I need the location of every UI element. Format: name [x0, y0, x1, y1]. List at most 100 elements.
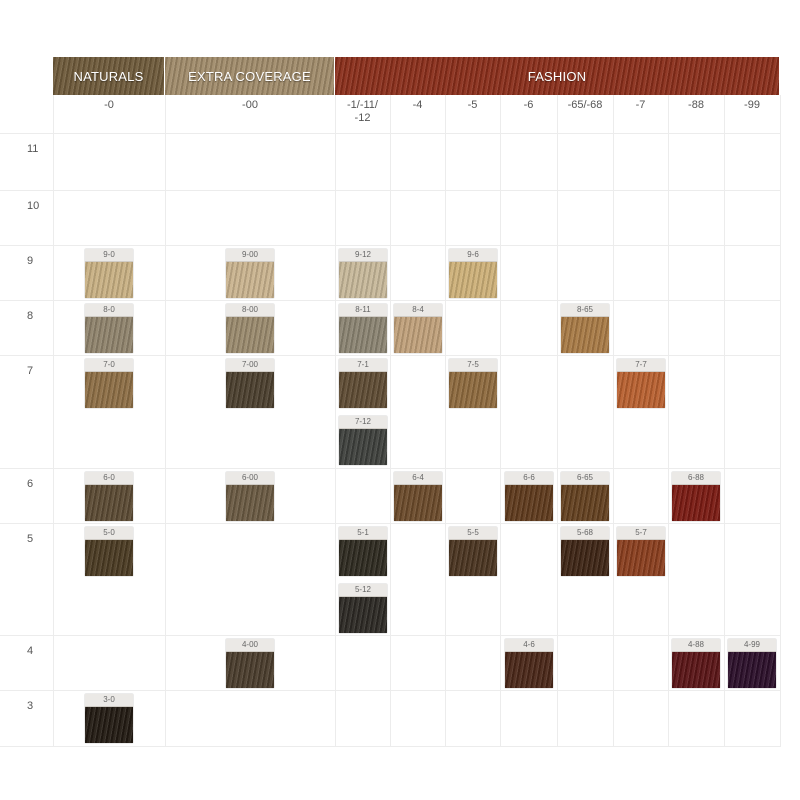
hair-sample: [561, 540, 609, 576]
color-swatch[interactable]: 9-12: [339, 249, 387, 298]
swatch-label: 7-1: [339, 359, 387, 372]
swatch-label: 6-0: [85, 472, 133, 485]
color-swatch[interactable]: 6-6: [505, 472, 553, 521]
color-swatch[interactable]: 6-0: [85, 472, 133, 521]
hair-sample: [85, 485, 133, 521]
grid-line: [0, 690, 780, 691]
column-header: -65/-68: [567, 99, 603, 111]
hair-sample: [226, 372, 274, 408]
color-swatch[interactable]: 4-88: [672, 639, 720, 688]
swatch-label: 6-4: [394, 472, 442, 485]
swatch-label: 4-99: [728, 639, 776, 652]
column-header: -00: [242, 99, 258, 111]
color-swatch[interactable]: 5-12: [339, 584, 387, 633]
color-swatch[interactable]: 4-00: [226, 639, 274, 688]
color-swatch[interactable]: 3-0: [85, 694, 133, 743]
color-swatch[interactable]: 6-00: [226, 472, 274, 521]
hair-sample: [85, 262, 133, 298]
color-swatch[interactable]: 8-65: [561, 304, 609, 353]
color-swatch[interactable]: 8-11: [339, 304, 387, 353]
column-header: -99: [744, 99, 760, 111]
hair-sample: [672, 652, 720, 688]
color-swatch[interactable]: 8-0: [85, 304, 133, 353]
grid-line: [445, 95, 446, 747]
color-swatch[interactable]: 7-1: [339, 359, 387, 408]
color-swatch[interactable]: 5-5: [449, 527, 497, 576]
color-swatch[interactable]: 4-99: [728, 639, 776, 688]
column-header: -7: [635, 99, 646, 111]
level-label: 5: [27, 533, 34, 545]
swatch-label: 5-68: [561, 527, 609, 540]
hair-sample: [561, 317, 609, 353]
hair-sample: [617, 372, 665, 408]
swatch-label: 6-65: [561, 472, 609, 485]
hair-sample: [505, 485, 553, 521]
color-swatch[interactable]: 5-7: [617, 527, 665, 576]
color-swatch[interactable]: 7-7: [617, 359, 665, 408]
color-swatch[interactable]: 6-65: [561, 472, 609, 521]
level-label: 4: [27, 645, 34, 657]
color-swatch[interactable]: 5-68: [561, 527, 609, 576]
swatch-label: 9-0: [85, 249, 133, 262]
swatch-label: 5-0: [85, 527, 133, 540]
color-swatch[interactable]: 9-6: [449, 249, 497, 298]
hair-sample: [339, 540, 387, 576]
swatch-label: 7-7: [617, 359, 665, 372]
hair-sample: [339, 317, 387, 353]
hair-sample: [226, 262, 274, 298]
hair-sample: [85, 540, 133, 576]
hair-sample: [226, 317, 274, 353]
color-swatch[interactable]: 4-6: [505, 639, 553, 688]
grid-line: [53, 95, 54, 747]
grid-line: [0, 468, 780, 469]
group-header-naturals: NATURALS: [53, 57, 164, 95]
swatch-label: 3-0: [85, 694, 133, 707]
level-label: 8: [27, 310, 34, 322]
column-header: -6: [523, 99, 534, 111]
hair-sample: [728, 652, 776, 688]
color-swatch[interactable]: 7-12: [339, 416, 387, 465]
level-label: 10: [27, 200, 40, 212]
column-header: -1/-11/ -12: [347, 99, 378, 124]
hair-sample: [85, 707, 133, 743]
color-swatch[interactable]: 8-4: [394, 304, 442, 353]
hair-sample: [226, 652, 274, 688]
grid-line: [390, 95, 391, 747]
color-swatch[interactable]: 7-5: [449, 359, 497, 408]
grid-line: [0, 190, 780, 191]
color-swatch[interactable]: 7-00: [226, 359, 274, 408]
swatch-label: 8-4: [394, 304, 442, 317]
hair-sample: [561, 485, 609, 521]
column-header: -88: [688, 99, 704, 111]
hair-sample: [505, 652, 553, 688]
grid-line: [0, 523, 780, 524]
group-header-fashion: FASHION: [335, 57, 779, 95]
hair-sample: [339, 262, 387, 298]
swatch-label: 7-00: [226, 359, 274, 372]
grid-line: [0, 355, 780, 356]
hair-sample: [394, 485, 442, 521]
swatch-label: 6-88: [672, 472, 720, 485]
color-swatch[interactable]: 8-00: [226, 304, 274, 353]
color-swatch[interactable]: 5-1: [339, 527, 387, 576]
swatch-label: 4-88: [672, 639, 720, 652]
swatch-label: 5-7: [617, 527, 665, 540]
grid-line: [724, 95, 725, 747]
color-swatch[interactable]: 7-0: [85, 359, 133, 408]
grid-line: [0, 746, 780, 747]
color-swatch[interactable]: 5-0: [85, 527, 133, 576]
color-swatch[interactable]: 9-0: [85, 249, 133, 298]
color-swatch[interactable]: 9-00: [226, 249, 274, 298]
swatch-label: 9-6: [449, 249, 497, 262]
grid-line: [335, 95, 336, 747]
color-swatch[interactable]: 6-4: [394, 472, 442, 521]
swatch-label: 4-6: [505, 639, 553, 652]
hair-sample: [449, 372, 497, 408]
grid-line: [165, 95, 166, 747]
column-header: -0: [104, 99, 114, 111]
grid-line: [668, 95, 669, 747]
group-header-extra-coverage: EXTRA COVERAGE: [165, 57, 334, 95]
swatch-label: 8-0: [85, 304, 133, 317]
color-swatch[interactable]: 6-88: [672, 472, 720, 521]
hair-sample: [617, 540, 665, 576]
